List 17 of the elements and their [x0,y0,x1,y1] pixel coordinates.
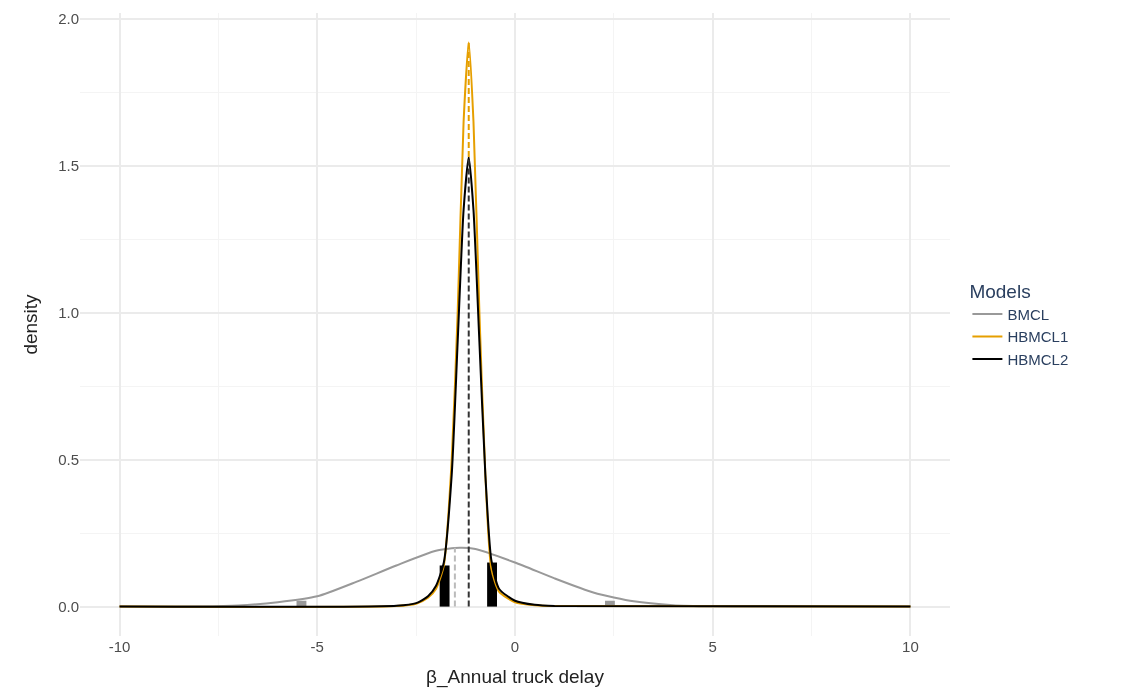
x-tick-label: 10 [902,638,919,655]
y-tick-label: 2.0 [58,10,79,28]
legend-label: BMCL [1007,305,1050,323]
y-tick-label: 1.0 [58,304,79,321]
x-tick-label: 5 [708,638,717,655]
y-tick-label: 0.0 [58,597,79,615]
x-axis-title: β_Annual truck delay [426,665,605,688]
y-tick-label: 1.5 [58,157,79,175]
x-tick-label: -10 [108,638,131,655]
x-tick-label: 0 [510,638,520,655]
y-tick-label: 0.5 [58,450,79,468]
legend-label: HBMCL2 [1007,350,1069,368]
legend-label: HBMCL1 [1007,328,1069,346]
line-series [118,156,912,608]
legend-title: Models [969,280,1031,302]
y-axis-title: density [19,293,41,355]
x-tick-label: -5 [310,638,324,655]
